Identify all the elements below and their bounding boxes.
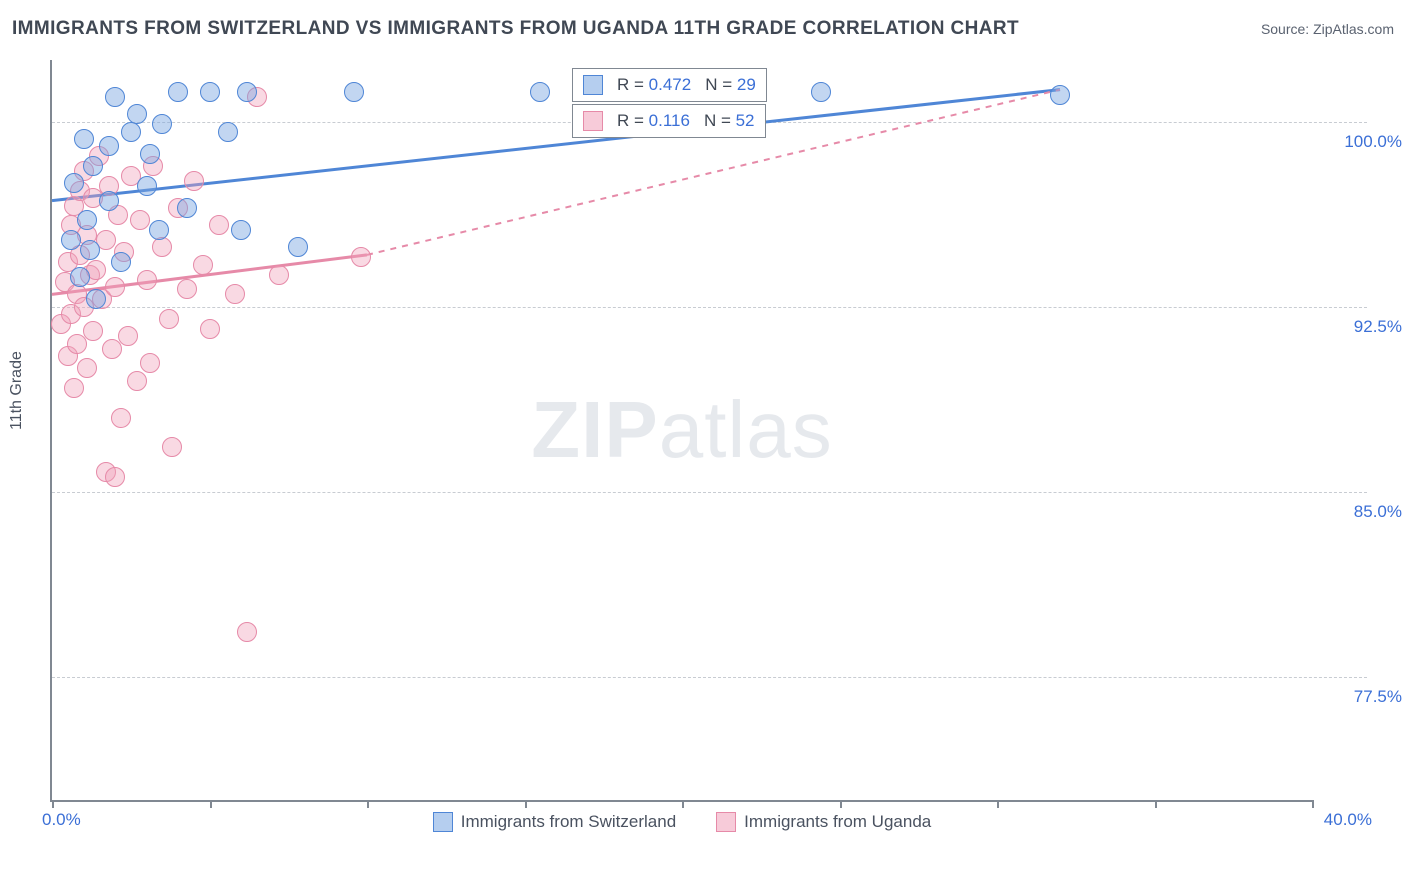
data-point: [137, 176, 157, 196]
data-point: [99, 136, 119, 156]
data-point: [237, 82, 257, 102]
data-point: [105, 277, 125, 297]
data-point: [200, 319, 220, 339]
x-tick: [840, 800, 842, 808]
y-axis-title: 11th Grade: [8, 351, 26, 430]
r-value: R = 0.472: [617, 75, 691, 95]
data-point: [111, 408, 131, 428]
data-point: [231, 220, 251, 240]
data-point: [530, 82, 550, 102]
legend-label: Immigrants from Switzerland: [461, 812, 676, 832]
data-point: [149, 220, 169, 240]
data-point: [130, 210, 150, 230]
data-point: [162, 437, 182, 457]
x-tick: [525, 800, 527, 808]
y-tick-label: 77.5%: [1322, 687, 1402, 707]
data-point: [177, 279, 197, 299]
data-point: [74, 129, 94, 149]
data-point: [137, 270, 157, 290]
x-tick: [1312, 800, 1314, 808]
data-point: [61, 230, 81, 250]
chart-title: IMMIGRANTS FROM SWITZERLAND VS IMMIGRANT…: [12, 18, 1019, 40]
correlation-stat-box: R = 0.116 N = 52: [572, 104, 766, 138]
scatter-plot: ZIPatlas 77.5%85.0%92.5%100.0%0.0%40.0%R…: [50, 60, 1312, 802]
data-point: [77, 358, 97, 378]
regression-lines: [52, 60, 1312, 800]
data-point: [111, 252, 131, 272]
legend-swatch: [583, 111, 603, 131]
data-point: [152, 114, 172, 134]
data-point: [140, 353, 160, 373]
data-point: [152, 237, 172, 257]
legend-label: Immigrants from Uganda: [744, 812, 931, 832]
data-point: [811, 82, 831, 102]
data-point: [64, 378, 84, 398]
data-point: [121, 122, 141, 142]
data-point: [105, 87, 125, 107]
data-point: [218, 122, 238, 142]
data-point: [209, 215, 229, 235]
source-label: Source: ZipAtlas.com: [1261, 21, 1394, 37]
data-point: [127, 371, 147, 391]
x-tick: [210, 800, 212, 808]
legend-item: Immigrants from Switzerland: [433, 812, 676, 832]
data-point: [99, 191, 119, 211]
data-point: [86, 289, 106, 309]
data-point: [1050, 85, 1070, 105]
data-point: [225, 284, 245, 304]
y-tick-label: 92.5%: [1322, 317, 1402, 337]
x-tick: [682, 800, 684, 808]
data-point: [351, 247, 371, 267]
n-value: N = 29: [705, 75, 756, 95]
data-point: [344, 82, 364, 102]
data-point: [288, 237, 308, 257]
data-point: [177, 198, 197, 218]
x-tick: [367, 800, 369, 808]
x-max-label: 40.0%: [1324, 810, 1372, 830]
x-tick: [52, 800, 54, 808]
y-tick-label: 100.0%: [1322, 132, 1402, 152]
correlation-stat-box: R = 0.472 N = 29: [572, 68, 767, 102]
data-point: [64, 173, 84, 193]
data-point: [159, 309, 179, 329]
data-point: [184, 171, 204, 191]
data-point: [127, 104, 147, 124]
data-point: [269, 265, 289, 285]
legend-swatch: [583, 75, 603, 95]
data-point: [140, 144, 160, 164]
x-tick: [1155, 800, 1157, 808]
data-point: [193, 255, 213, 275]
x-tick: [997, 800, 999, 808]
legend-swatch: [716, 812, 736, 832]
r-value: R = 0.116: [617, 111, 690, 131]
data-point: [80, 240, 100, 260]
data-point: [200, 82, 220, 102]
data-point: [168, 82, 188, 102]
legend-item: Immigrants from Uganda: [716, 812, 931, 832]
n-value: N = 52: [704, 111, 755, 131]
data-point: [70, 267, 90, 287]
y-tick-label: 85.0%: [1322, 502, 1402, 522]
data-point: [237, 622, 257, 642]
bottom-legend: Immigrants from Switzerland Immigrants fr…: [52, 812, 1312, 832]
legend-swatch: [433, 812, 453, 832]
data-point: [83, 156, 103, 176]
data-point: [77, 210, 97, 230]
data-point: [105, 467, 125, 487]
data-point: [118, 326, 138, 346]
data-point: [83, 321, 103, 341]
